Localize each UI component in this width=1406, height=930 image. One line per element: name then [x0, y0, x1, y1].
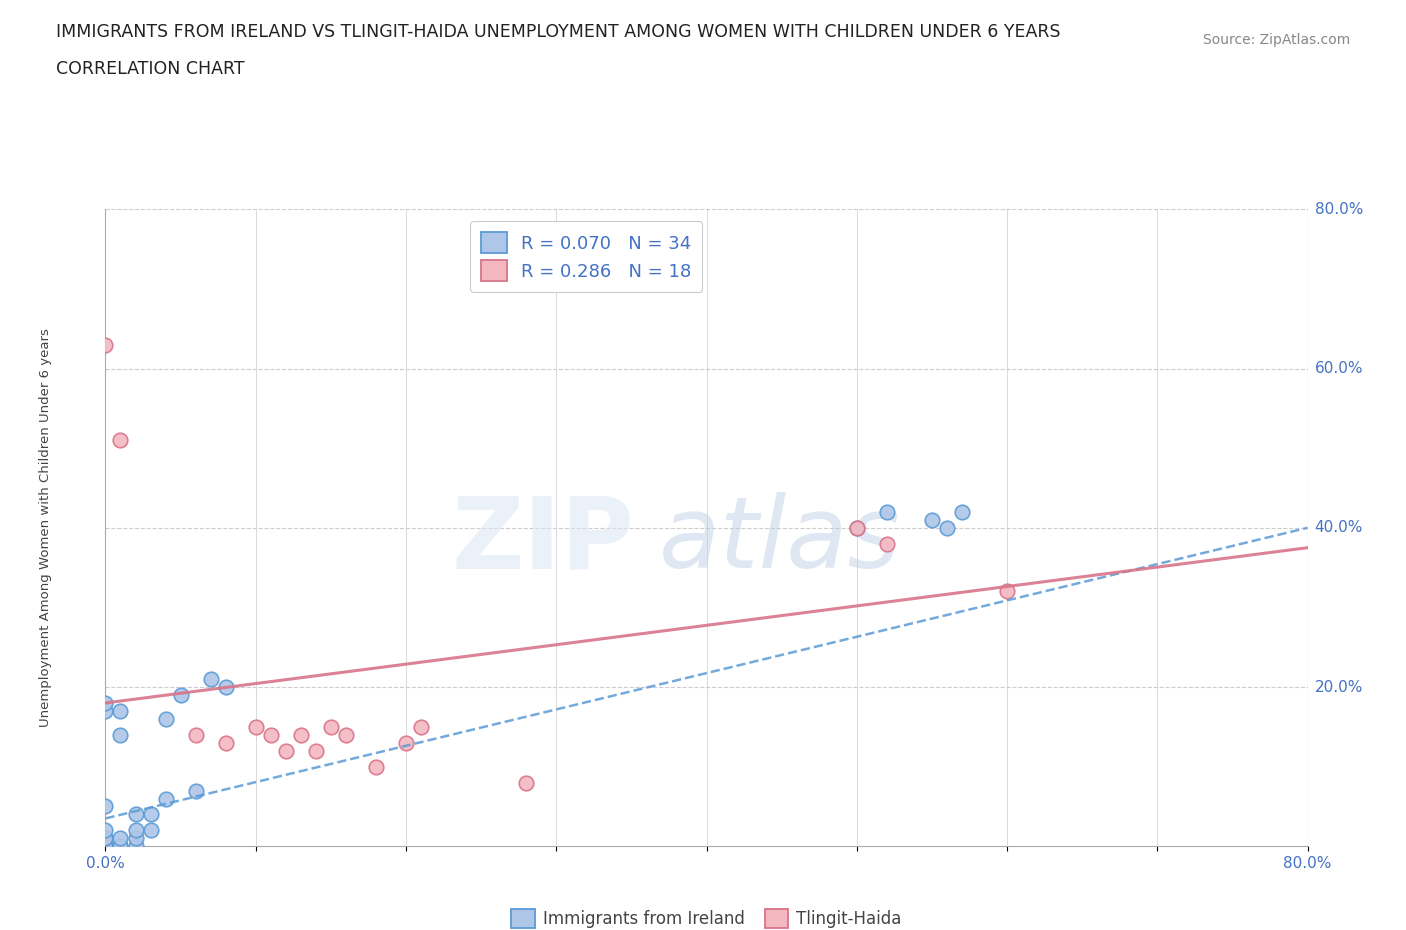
Point: [290, 727, 312, 742]
Point: [995, 584, 1018, 599]
Point: [110, 830, 132, 845]
Point: [110, 839, 132, 854]
Point: [921, 512, 943, 527]
Point: [200, 671, 222, 686]
Point: [124, 823, 146, 838]
Text: CORRELATION CHART: CORRELATION CHART: [56, 60, 245, 78]
Point: [845, 521, 868, 536]
Point: [274, 743, 297, 758]
Point: [184, 783, 207, 798]
Point: [409, 720, 432, 735]
Text: 80.0%: 80.0%: [1315, 202, 1362, 217]
Point: [94, 830, 117, 845]
Point: [260, 727, 283, 742]
Point: [364, 759, 387, 774]
Legend: Immigrants from Ireland, Tlingit-Haida: Immigrants from Ireland, Tlingit-Haida: [505, 902, 908, 930]
Point: [94, 839, 117, 854]
Point: [335, 727, 357, 742]
Point: [110, 432, 132, 447]
Point: [139, 807, 162, 822]
Text: 40.0%: 40.0%: [1315, 520, 1362, 536]
Point: [110, 727, 132, 742]
Text: atlas: atlas: [658, 492, 900, 589]
Point: [395, 736, 418, 751]
Point: [110, 703, 132, 718]
Point: [305, 743, 328, 758]
Point: [94, 823, 117, 838]
Point: [169, 687, 191, 702]
Point: [94, 338, 117, 352]
Point: [214, 680, 236, 695]
Text: 20.0%: 20.0%: [1315, 680, 1362, 695]
Point: [515, 776, 537, 790]
Text: IMMIGRANTS FROM IRELAND VS TLINGIT-HAIDA UNEMPLOYMENT AMONG WOMEN WITH CHILDREN : IMMIGRANTS FROM IRELAND VS TLINGIT-HAIDA…: [56, 23, 1060, 41]
Point: [950, 504, 973, 519]
Text: ZIP: ZIP: [451, 492, 634, 589]
Point: [936, 521, 959, 536]
Point: [124, 830, 146, 845]
Point: [876, 537, 898, 551]
Point: [155, 711, 177, 726]
Point: [94, 799, 117, 814]
Point: [94, 830, 117, 845]
Point: [184, 727, 207, 742]
Text: Unemployment Among Women with Children Under 6 years: Unemployment Among Women with Children U…: [39, 328, 52, 727]
Point: [214, 736, 236, 751]
Point: [94, 839, 117, 854]
Point: [319, 720, 342, 735]
Point: [124, 807, 146, 822]
Point: [124, 839, 146, 854]
Text: Source: ZipAtlas.com: Source: ZipAtlas.com: [1202, 33, 1350, 46]
Point: [245, 720, 267, 735]
Point: [139, 823, 162, 838]
Point: [845, 521, 868, 536]
Point: [876, 504, 898, 519]
Text: 60.0%: 60.0%: [1315, 361, 1362, 376]
Point: [94, 839, 117, 854]
Point: [94, 839, 117, 854]
Point: [110, 839, 132, 854]
Point: [94, 703, 117, 718]
Point: [94, 839, 117, 854]
Point: [155, 791, 177, 806]
Point: [94, 696, 117, 711]
Point: [94, 839, 117, 854]
